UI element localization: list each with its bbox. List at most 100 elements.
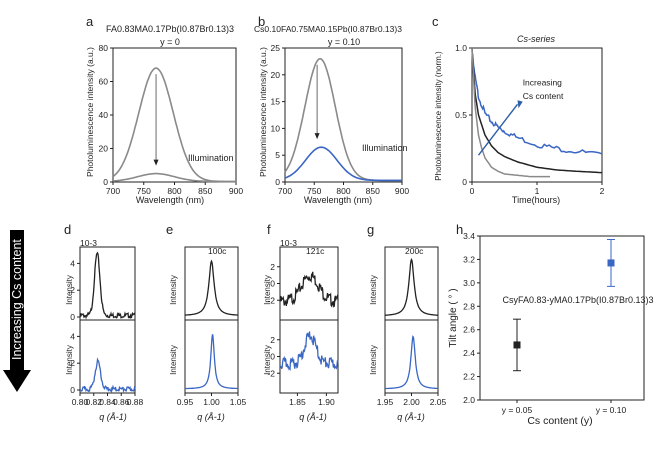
panel-a-title: FA0.83MA0.17Pb(I0.87Br0.13)3 [106,24,234,34]
x-tick-label: 750 [137,186,151,196]
diffraction-line [279,271,339,308]
y-tick-label: 3.0 [463,278,475,288]
panel-e-ylabel-top: Intensity [169,275,178,305]
panel-b-ylabel: Photoluminescence intensity (a.u.) [258,47,268,177]
y-tick-label: 10 [271,123,281,133]
panel-b-subtitle: y = 0.10 [328,37,360,47]
panel-e: 100c q (Å-1) Intensity Intensity 0.95 1.0… [169,246,247,422]
y-tick-label: 1.0 [455,43,467,53]
pl-spectrum-line [284,146,402,182]
panel-d: 10-3 q (Å-1) Intensity Intensity 0.800.8… [65,238,144,422]
x-tick-label: 0.84 [99,397,116,407]
y-tick-label: 2 [70,285,75,295]
panel-h-ylabel: Tilt angle ( ° ) [448,288,459,347]
decay-line [471,47,603,174]
x-tick-label: 900 [395,186,409,196]
x-tick-label: 0 [470,186,475,196]
panel-g: 200c q (Å-1) Intensity Intensity 1.95 2.0… [369,246,447,422]
y-tick-label: 2.4 [463,348,475,358]
y-tick-label: 0 [103,177,108,187]
y-tick-label: 4 [70,258,75,268]
x-tick-label: 2.05 [430,397,447,407]
x-tick-label: 850 [198,186,212,196]
x-tick-label: y = 0.10 [596,405,627,415]
y-tick-label: 2 [270,262,275,272]
plot-area-top [184,246,239,321]
plot-area-bottom [279,319,339,394]
panel-letter-a: a [86,14,94,29]
panel-d-exponent: 10-3 [80,238,97,248]
y-tick-label: 0 [70,385,75,395]
panel-letter-f: f [267,222,271,237]
x-tick-label: 0.82 [85,397,102,407]
x-tick-label: 1.95 [377,397,394,407]
y-tick-label: 25 [271,43,281,53]
panel-letter-h: h [456,222,463,237]
x-tick-label: 0.80 [72,397,89,407]
y-tick-label: 2.8 [463,301,475,311]
panel-c-title: Cs-series [517,34,556,44]
diffraction-line [185,259,238,316]
panel-c-annotation-line1: Increasing [523,78,562,88]
y-tick-label: 0 [270,352,275,362]
panel-f-exponent: 10-3 [280,238,297,248]
x-tick-label: 0.95 [177,397,194,407]
panel-letter-g: g [367,222,374,237]
x-tick-label: 1.85 [289,397,306,407]
y-tick-label: 2 [70,358,75,368]
y-tick-label: 0 [275,177,280,187]
x-tick-label: 1.05 [230,397,247,407]
diffraction-line [79,251,136,320]
diffraction-line [79,357,136,394]
plot-area-bottom [184,319,239,394]
panel-letter-e: e [166,222,173,237]
plot-area [471,47,603,183]
panel-c-ylabel: Photoluminescence intensity (norm.) [434,51,443,181]
x-tick-label: 0.86 [113,397,130,407]
increasing-cs-arrow-shaft [477,103,519,156]
x-tick-label: 700 [106,186,120,196]
pl-spectrum-line [112,67,236,183]
y-tick-label: 20 [99,144,109,154]
y-tick-label: 80 [99,43,109,53]
panel-b-xlabel: Wavelength (nm) [304,195,372,205]
x-tick-label: 1.90 [318,397,335,407]
x-tick-label: 1 [535,186,540,196]
panel-f-reflection: 121c [306,246,325,256]
panel-e-reflection: 100c [208,246,227,256]
panel-c-xlabel: Time(hours) [512,195,560,205]
panel-c: Cs-series Time(hours) Photoluminescence … [434,34,605,205]
x-tick-label: 0.88 [127,397,144,407]
x-tick-label: 2.00 [403,397,420,407]
data-point [513,341,521,349]
panel-d-xlabel: q (Å-1) [99,412,127,422]
panel-h: CsyFA0.83-yMA0.17Pb(I0.87Br0.13)3 Cs con… [448,231,654,427]
panel-d-ylabel-top: Intensity [65,275,74,305]
panel-g-ylabel-bottom: Intensity [369,345,378,375]
plot-area-bottom [79,319,136,394]
panel-a-annotation: Illumination [188,153,234,163]
y-tick-label: 2.6 [463,325,475,335]
decay-line [471,47,550,178]
panel-letter-c: c [432,14,439,29]
y-tick-label: 2.2 [463,372,475,382]
increasing-cs-arrow-head [517,100,523,109]
x-tick-label: 700 [278,186,292,196]
x-tick-label: 1.00 [203,397,220,407]
y-tick-label: 15 [271,97,281,107]
x-tick-label: 800 [336,186,350,196]
y-tick-label: 3.2 [463,254,475,264]
panel-g-reflection: 200c [405,246,424,256]
y-tick-label: 5 [275,150,280,160]
data-point [607,259,615,267]
y-tick-label: -2 [267,295,275,305]
panel-a-xlabel: Wavelength (nm) [136,195,204,205]
diffraction-line [385,335,439,390]
plot-area-top [79,246,136,321]
y-tick-label: 0 [70,312,75,322]
diffraction-line [184,334,238,390]
x-tick-label: 850 [366,186,380,196]
diffraction-line [385,257,438,316]
panel-c-annotation-line2: Cs content [523,91,564,101]
